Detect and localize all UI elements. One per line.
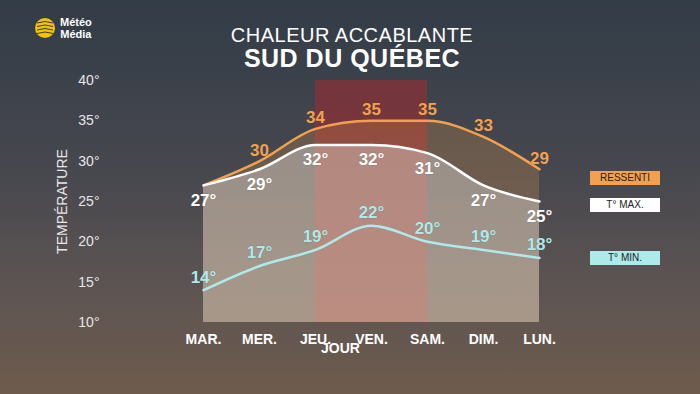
html-text:T° MAX.: T° MAX. xyxy=(606,199,644,210)
svg-text:JOUR: JOUR xyxy=(321,340,360,356)
svg-text:18°: 18° xyxy=(527,235,553,254)
svg-text:33: 33 xyxy=(474,116,493,135)
svg-text:29: 29 xyxy=(530,149,549,168)
svg-text:MAR.: MAR. xyxy=(186,331,222,347)
html-text:RESSENTI: RESSENTI xyxy=(600,172,650,183)
svg-text:32°: 32° xyxy=(303,150,329,169)
svg-text:29°: 29° xyxy=(247,175,273,194)
svg-text:MER.: MER. xyxy=(242,331,277,347)
svg-text:19°: 19° xyxy=(471,227,497,246)
html-text:T° MIN.: T° MIN. xyxy=(608,252,642,263)
svg-text:25°: 25° xyxy=(527,207,553,226)
svg-text:LUN.: LUN. xyxy=(523,331,556,347)
svg-text:30: 30 xyxy=(250,141,269,160)
svg-text:DIM.: DIM. xyxy=(469,331,499,347)
svg-text:14°: 14° xyxy=(191,268,217,287)
svg-text:JEU.: JEU. xyxy=(299,331,332,348)
svg-text:SAM.: SAM. xyxy=(410,331,445,347)
svg-text:31°: 31° xyxy=(415,159,441,178)
svg-text:TEMPÉRATURE: TEMPÉRATURE xyxy=(54,149,70,254)
svg-text:40°: 40° xyxy=(78,72,99,88)
html-text:Météo: Météo xyxy=(60,16,92,28)
svg-text:32°: 32° xyxy=(359,150,385,169)
svg-text:34: 34 xyxy=(306,108,325,127)
svg-text:VEN.: VEN. xyxy=(355,331,388,347)
svg-text:25°: 25° xyxy=(78,193,99,209)
html-text:SUD DU QUÉBEC: SUD DU QUÉBEC xyxy=(243,44,461,72)
svg-text:19°: 19° xyxy=(303,227,329,246)
svg-text:27°: 27° xyxy=(191,191,217,210)
svg-text:35°: 35° xyxy=(78,112,99,128)
svg-text:10°: 10° xyxy=(78,314,99,330)
svg-text:27°: 27° xyxy=(471,191,497,210)
html-text:CHALEUR ACCABLANTE: CHALEUR ACCABLANTE xyxy=(230,24,474,46)
html-text:Média: Média xyxy=(60,28,92,40)
svg-text:35: 35 xyxy=(362,100,381,119)
svg-text:30°: 30° xyxy=(78,153,99,169)
svg-text:15°: 15° xyxy=(78,274,99,290)
svg-text:20°: 20° xyxy=(415,219,441,238)
svg-text:20°: 20° xyxy=(78,233,99,249)
svg-text:22°: 22° xyxy=(359,203,385,222)
svg-text:17°: 17° xyxy=(247,243,273,262)
svg-text:35: 35 xyxy=(418,100,437,119)
